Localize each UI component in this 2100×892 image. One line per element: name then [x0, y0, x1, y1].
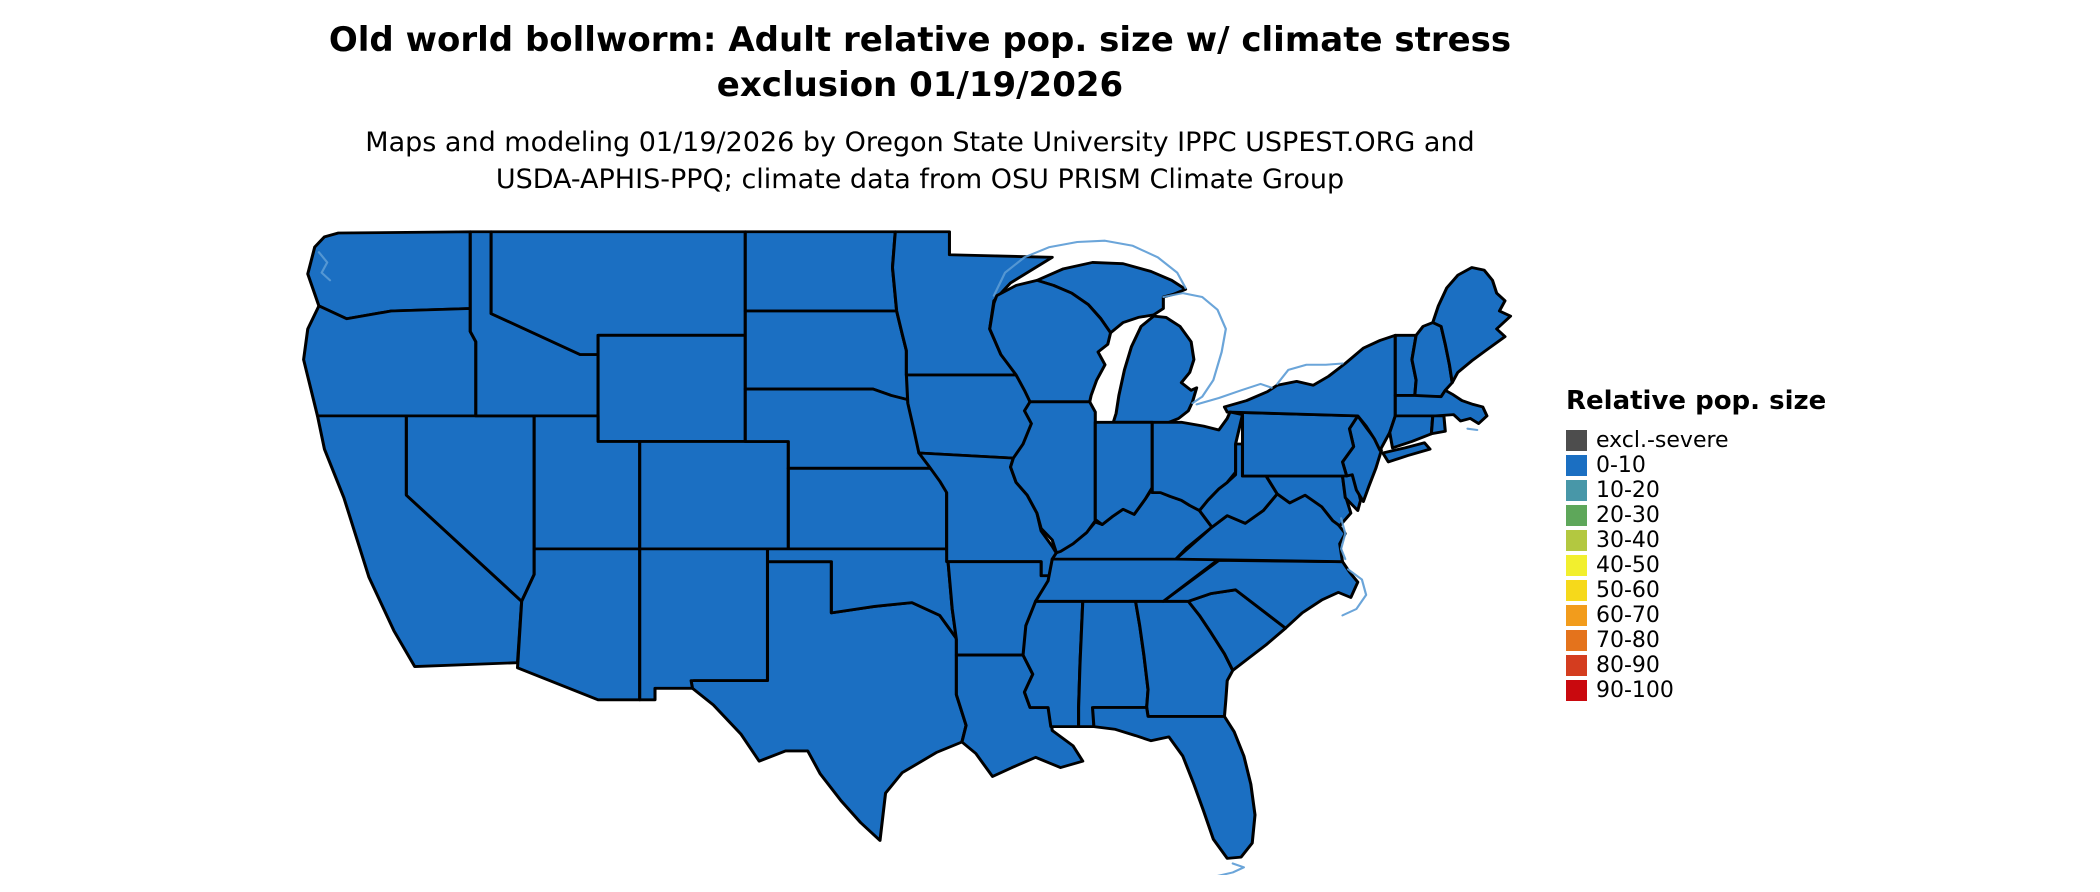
state-rhode-island	[1429, 414, 1447, 436]
map-title: Old world bollworm: Adult relative pop. …	[0, 18, 1840, 108]
legend-swatch	[1566, 630, 1587, 651]
state-ohio	[1150, 410, 1245, 512]
map-title-line1: Old world bollworm: Adult relative pop. …	[328, 20, 1512, 60]
legend-item-90-100: 90-100	[1566, 678, 1826, 703]
chesapeake-bay-coastline	[1340, 517, 1347, 561]
state-arizona	[515, 547, 642, 702]
legend-swatch	[1566, 430, 1587, 451]
lake-superior-coastline	[992, 239, 1187, 297]
states-layer	[302, 230, 1513, 860]
legend-swatch	[1566, 480, 1587, 501]
map-subtitle-line1: Maps and modeling 01/19/2026 by Oregon S…	[365, 127, 1475, 158]
florida-keys-coastline	[1217, 862, 1245, 875]
state-new-york	[1222, 333, 1397, 452]
legend-item-60-70: 60-70	[1566, 603, 1826, 628]
state-washington	[306, 230, 472, 321]
state-new-york-long-island	[1381, 441, 1432, 464]
legend-swatch	[1566, 605, 1587, 626]
legend-item-label: 70-80	[1596, 628, 1660, 653]
water-lines-layer	[317, 239, 1479, 875]
legend-swatch	[1566, 680, 1587, 701]
legend-swatch	[1566, 580, 1587, 601]
map-subtitle-line2: USDA-APHIS-PPQ; climate data from OSU PR…	[495, 164, 1345, 195]
legend-swatch	[1566, 505, 1587, 526]
state-oregon	[302, 304, 478, 418]
legend-item-label: 80-90	[1596, 653, 1660, 678]
legend-item-label: 0-10	[1596, 453, 1646, 478]
legend-item-40-50: 40-50	[1566, 553, 1826, 578]
legend: Relative pop. size excl.-severe 0-10 10-20…	[1566, 386, 1826, 703]
puget-sound-coastline	[317, 251, 332, 282]
state-michigan-lower	[1111, 314, 1199, 428]
outer-banks-coastline	[1341, 568, 1368, 617]
legend-item-label: 30-40	[1596, 528, 1660, 553]
legend-swatch	[1566, 655, 1587, 676]
state-pennsylvania	[1225, 410, 1360, 478]
legend-item-excl.-severe: excl.-severe	[1566, 428, 1826, 453]
legend-item-30-40: 30-40	[1566, 528, 1826, 553]
state-maine	[1431, 266, 1513, 385]
legend-item-50-60: 50-60	[1566, 578, 1826, 603]
legend-item-70-80: 70-80	[1566, 628, 1826, 653]
cape-cod-islands-coastline	[1466, 427, 1479, 431]
lake-ontario-coastline	[1276, 362, 1344, 385]
legend-item-label: 50-60	[1596, 578, 1660, 603]
lake-erie-coastline	[1195, 382, 1273, 406]
us-choropleth-map	[302, 230, 1513, 875]
state-wisconsin	[988, 278, 1113, 404]
state-iowa	[904, 373, 1042, 460]
state-mississippi	[1021, 599, 1085, 729]
state-north-dakota	[743, 230, 899, 313]
legend-item-label: 90-100	[1596, 678, 1674, 703]
map-subtitle: Maps and modeling 01/19/2026 by Oregon S…	[0, 124, 1840, 198]
map-title-line2: exclusion 01/19/2026	[716, 65, 1124, 105]
state-florida	[1090, 706, 1257, 860]
state-wyoming	[596, 333, 747, 443]
legend-swatch	[1566, 530, 1587, 551]
legend-item-80-90: 80-90	[1566, 653, 1826, 678]
legend-item-0-10: 0-10	[1566, 453, 1826, 478]
legend-item-label: 60-70	[1596, 603, 1660, 628]
legend-item-label: 40-50	[1596, 553, 1660, 578]
legend-item-label: 10-20	[1596, 478, 1660, 503]
legend-title: Relative pop. size	[1566, 386, 1827, 416]
state-colorado	[638, 440, 790, 551]
legend-item-label: 20-30	[1596, 503, 1660, 528]
state-new-mexico	[638, 547, 770, 702]
state-north-carolina	[1161, 558, 1360, 630]
legend-item-20-30: 20-30	[1566, 503, 1826, 528]
state-kansas	[786, 466, 949, 551]
legend-swatch	[1566, 455, 1587, 476]
legend-items: excl.-severe 0-10 10-20 20-30 30-40 40-50 50-6…	[1566, 428, 1826, 703]
lake-huron-coastline	[1162, 292, 1227, 405]
legend-item-10-20: 10-20	[1566, 478, 1826, 503]
legend-swatch	[1566, 555, 1587, 576]
legend-item-label: excl.-severe	[1596, 428, 1729, 453]
